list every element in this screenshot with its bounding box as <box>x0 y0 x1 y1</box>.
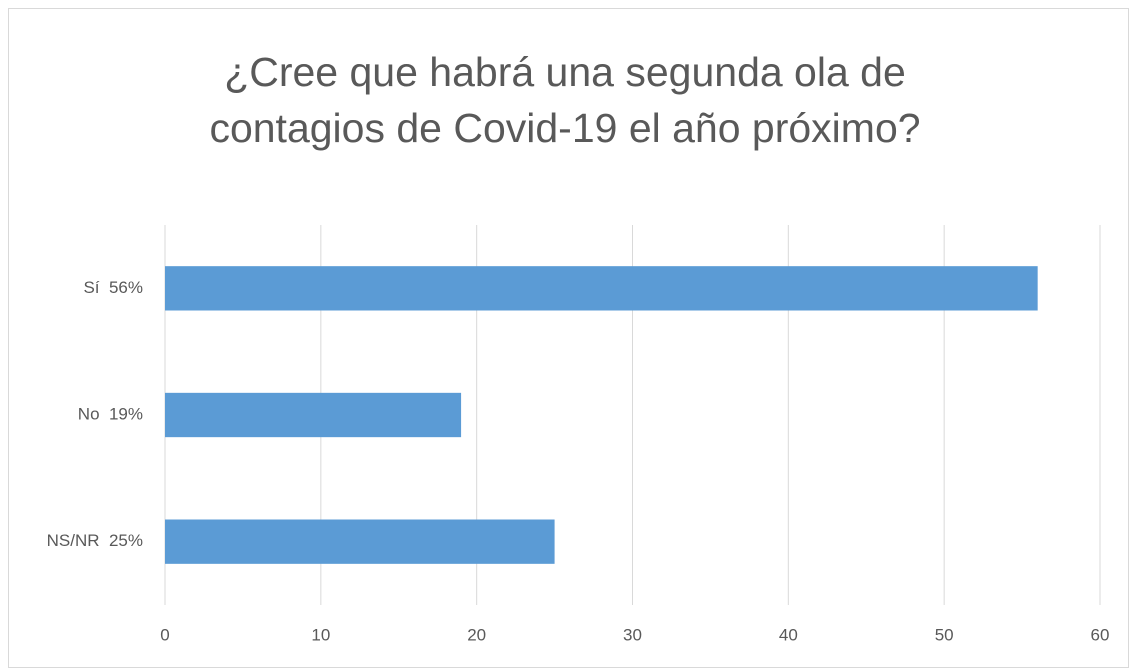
x-tick-label: 40 <box>779 625 798 644</box>
chart-title: ¿Cree que habrá una segunda ola de conta… <box>209 49 921 151</box>
x-tick-label: 30 <box>623 625 642 644</box>
x-tick-label: 0 <box>160 625 169 644</box>
y-tick-label: Sí 56% <box>83 278 143 297</box>
bar <box>165 519 555 564</box>
y-tick-label: No 19% <box>78 404 143 423</box>
x-tick-label: 60 <box>1091 625 1110 644</box>
bar <box>165 266 1038 311</box>
x-tick-label: 10 <box>311 625 330 644</box>
y-tick-label: NS/NR 25% <box>47 531 143 550</box>
x-tick-label: 50 <box>935 625 954 644</box>
bar <box>165 392 462 438</box>
x-tick-label: 20 <box>467 625 486 644</box>
